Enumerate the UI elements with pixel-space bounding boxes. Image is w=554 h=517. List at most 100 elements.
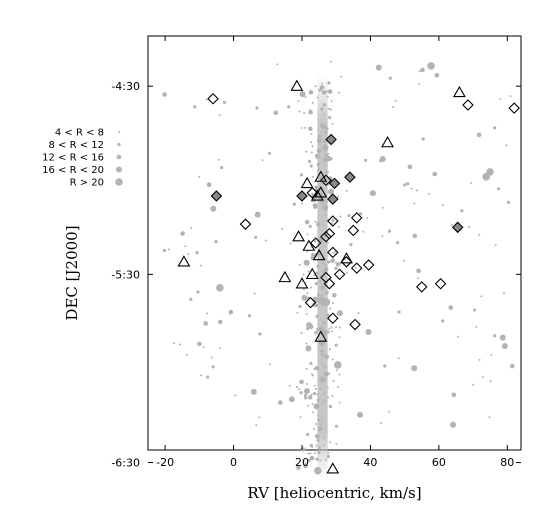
star-point [193, 105, 197, 109]
star-point [316, 138, 322, 143]
star-point [254, 211, 261, 218]
star-point [316, 169, 319, 172]
star-point [300, 331, 303, 334]
star-point [330, 100, 333, 103]
star-point [317, 446, 321, 450]
star-point [327, 152, 330, 155]
star-point [324, 354, 330, 360]
star-point [247, 314, 252, 318]
star-point [450, 421, 457, 428]
star-point [328, 404, 333, 409]
star-point [334, 424, 339, 428]
star-point [178, 343, 181, 346]
star-point [323, 205, 326, 208]
diamond-marker [415, 281, 428, 293]
star-point [332, 379, 335, 382]
star-point [388, 76, 392, 80]
star-point [324, 131, 328, 135]
star-point [318, 167, 321, 170]
star-point [324, 153, 328, 157]
star-point [509, 363, 515, 369]
star-point [325, 90, 328, 93]
star-point [310, 192, 313, 195]
star-point [316, 222, 321, 227]
star-point [319, 423, 322, 426]
star-point [203, 321, 208, 326]
star-point [334, 261, 337, 264]
star-point [340, 75, 343, 78]
star-point [320, 285, 326, 290]
star-point [304, 95, 307, 98]
star-point [354, 267, 357, 270]
star-point [323, 437, 326, 440]
star-point [302, 273, 305, 276]
star-point [315, 457, 319, 461]
star-point [493, 126, 497, 130]
y-tick-label: -4:30 [111, 80, 140, 93]
star-point [314, 387, 317, 390]
star-point [303, 112, 306, 115]
filled-diamond-marker [344, 171, 356, 183]
star-point [303, 259, 310, 266]
star-point [323, 366, 326, 369]
filled-diamond-marker [328, 177, 341, 190]
star-point [299, 173, 304, 177]
star-point [418, 82, 421, 85]
legend-label: 4 < R < 8 [55, 128, 104, 139]
star-point [321, 402, 324, 405]
star-point [317, 418, 321, 422]
star-point [324, 458, 327, 461]
star-point [375, 64, 382, 71]
star-point [322, 298, 331, 306]
star-point [317, 426, 323, 432]
star-point [173, 341, 176, 344]
star-point [338, 326, 341, 329]
star-point [320, 294, 323, 297]
star-point [186, 353, 189, 356]
star-point [320, 349, 324, 353]
star-point [412, 233, 418, 239]
star-point [307, 270, 310, 273]
star-point [473, 308, 477, 312]
star-point [292, 202, 296, 206]
star-point [317, 134, 321, 139]
star-point [309, 444, 312, 447]
star-point [411, 365, 418, 372]
filled-diamond-marker [325, 133, 337, 146]
star-point [331, 218, 335, 222]
star-point [336, 385, 339, 388]
diamond-marker [340, 256, 353, 268]
star-point [460, 209, 464, 213]
star-point [316, 293, 321, 297]
star-point [210, 205, 217, 212]
star-point [381, 206, 384, 209]
star-point [324, 371, 329, 377]
star-point [311, 402, 314, 405]
star-point [299, 91, 306, 98]
star-point [322, 139, 325, 142]
star-point [319, 459, 322, 462]
star-point [297, 100, 300, 103]
star-point [338, 401, 341, 404]
star-point [476, 132, 482, 138]
star-point [301, 202, 304, 205]
star-point [319, 280, 322, 283]
star-point [303, 396, 308, 400]
star-point [333, 251, 336, 254]
star-point [336, 310, 343, 317]
star-point [420, 67, 425, 73]
star-point [198, 176, 201, 179]
star-point [349, 243, 353, 247]
star-point [332, 292, 337, 298]
star-point [303, 388, 310, 395]
triangle-marker [381, 136, 394, 148]
x-tick-label: 0 [230, 456, 237, 469]
x-tick-label: 60 [432, 456, 446, 469]
star-point [314, 466, 322, 475]
star-point [363, 158, 368, 162]
star-point [304, 462, 307, 465]
star-point [220, 165, 224, 170]
star-point [303, 463, 308, 469]
star-point [305, 345, 312, 352]
